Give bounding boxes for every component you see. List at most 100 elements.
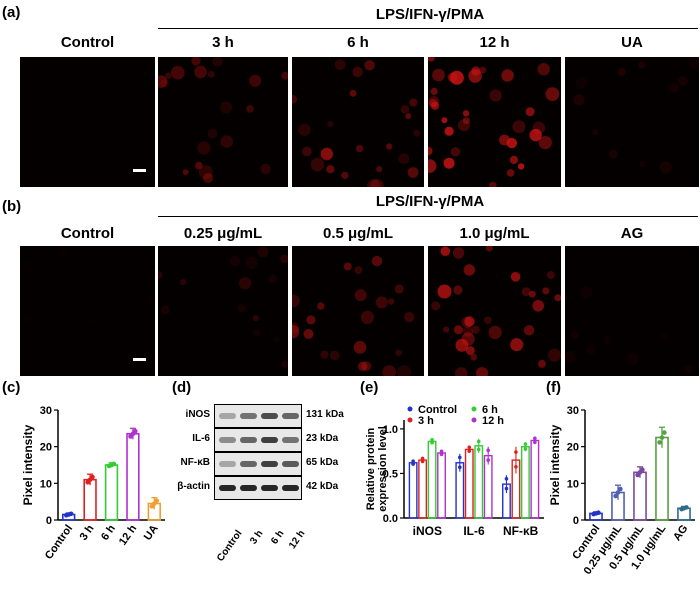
scale-bar xyxy=(133,169,146,172)
data-point xyxy=(420,459,425,464)
x-tick-label: IL-6 xyxy=(463,524,485,538)
panel-label-a: (a) xyxy=(2,4,21,21)
x-tick-label: 6 h xyxy=(99,523,118,543)
data-point xyxy=(618,486,623,492)
x-tick-label: AG xyxy=(671,523,690,543)
blot-band xyxy=(240,413,257,419)
blot-row-label: β-actin xyxy=(177,481,210,492)
y-tick-label: 10 xyxy=(40,478,52,490)
row_b-micrograph-2 xyxy=(292,246,424,376)
legend-label: Control xyxy=(418,404,457,416)
row_a-column-label-1: 3 h xyxy=(212,34,234,51)
row_b-column-label-3: 1.0 μg/mL xyxy=(459,225,530,242)
row_b-column-label-0: Control xyxy=(60,225,115,242)
bar xyxy=(408,462,418,519)
blot-band xyxy=(261,485,278,491)
y-axis-label: Pixel intensity xyxy=(21,424,35,505)
bar xyxy=(464,448,474,519)
data-point xyxy=(476,447,481,452)
data-point xyxy=(504,486,509,491)
row-a-header: LPS/IFN-γ/PMA xyxy=(375,6,485,23)
western-blot: iNOS 131 kDa IL-6 23 kDa NF-κB 65 kDa β-actin 4… xyxy=(170,400,360,590)
row_b-micrograph-0 xyxy=(20,246,155,376)
blot-band xyxy=(219,461,236,467)
row_b-micrograph-4 xyxy=(565,246,699,376)
y-axis-label: Pixel intensity xyxy=(548,424,562,505)
blot-band xyxy=(261,461,278,467)
data-point xyxy=(411,459,415,463)
data-point xyxy=(154,498,159,503)
blot-band xyxy=(282,437,299,443)
scale-bar xyxy=(133,358,146,361)
blot-band xyxy=(261,437,278,443)
data-point xyxy=(659,435,665,440)
row_a-micrograph-0 xyxy=(20,57,155,187)
row_b-micrograph-3 xyxy=(428,246,561,376)
data-point xyxy=(458,455,462,460)
data-point xyxy=(439,449,444,454)
panel-label-b: (b) xyxy=(2,198,22,215)
row_a-micrograph-4 xyxy=(565,57,699,187)
data-point xyxy=(523,447,528,451)
data-point xyxy=(514,464,518,469)
data-point xyxy=(514,450,518,454)
blot-band xyxy=(219,437,236,443)
row-a-rule xyxy=(158,28,698,29)
data-point xyxy=(662,430,667,435)
bar xyxy=(104,464,119,521)
x-tick-label: iNOS xyxy=(413,524,442,538)
blot-strip xyxy=(214,404,302,428)
row-b-rule xyxy=(158,216,698,217)
legend-marker xyxy=(471,406,477,412)
blot-strip xyxy=(214,452,302,476)
data-point xyxy=(613,493,618,499)
blot-kda-label: 131 kDa xyxy=(306,409,344,420)
x-tick-label: 3 h xyxy=(78,523,97,543)
data-point xyxy=(458,465,462,470)
x-tick-label: UA xyxy=(142,523,161,543)
data-point xyxy=(640,467,645,472)
data-point xyxy=(430,440,434,445)
blot-kda-label: 42 kDa xyxy=(306,481,339,492)
bar xyxy=(474,445,484,519)
data-point xyxy=(486,458,490,462)
legend-label: 6 h xyxy=(482,404,498,416)
row_b-column-label-1: 0.25 μg/mL xyxy=(183,225,263,242)
x-tick-label: NF-κB xyxy=(503,524,539,538)
y-tick-label: 0.0 xyxy=(383,513,398,525)
row_a-micrograph-3 xyxy=(428,57,561,187)
data-point xyxy=(439,452,444,457)
data-point xyxy=(523,442,528,446)
x-tick-label: 12 h xyxy=(117,523,140,548)
bar xyxy=(437,452,446,519)
bar xyxy=(483,454,493,519)
data-point xyxy=(90,474,95,480)
blot-kda-label: 23 kDa xyxy=(306,433,339,444)
y-tick-label: 0 xyxy=(573,515,579,527)
bar xyxy=(427,440,437,519)
blot-row-label: NF-κB xyxy=(180,457,210,468)
blot-band xyxy=(282,413,299,419)
data-point xyxy=(533,440,537,445)
blot-band xyxy=(219,413,236,419)
y-axis-label-line1: Relative protein xyxy=(365,427,377,510)
row_a-column-label-2: 6 h xyxy=(347,34,369,51)
row_a-column-label-0: Control xyxy=(60,34,115,51)
y-tick-label: 10 xyxy=(567,478,579,490)
blot-row-label: IL-6 xyxy=(192,433,210,444)
data-point xyxy=(430,437,434,442)
row_b-column-label-4: AG xyxy=(620,225,644,242)
legend-label: 3 h xyxy=(418,415,434,427)
data-point xyxy=(111,461,117,467)
row-b-header: LPS/IFN-γ/PMA xyxy=(375,193,485,210)
blot-kda-label: 65 kDa xyxy=(306,457,339,468)
data-point xyxy=(615,490,621,495)
legend-label: 12 h xyxy=(482,415,504,427)
blot-band xyxy=(240,461,257,467)
data-point xyxy=(504,477,509,481)
data-point xyxy=(684,505,689,510)
panel-label-d: (d) xyxy=(172,379,192,396)
data-point xyxy=(657,440,662,445)
y-tick-label: 20 xyxy=(567,442,579,454)
y-tick-label: 0.5 xyxy=(383,468,398,480)
